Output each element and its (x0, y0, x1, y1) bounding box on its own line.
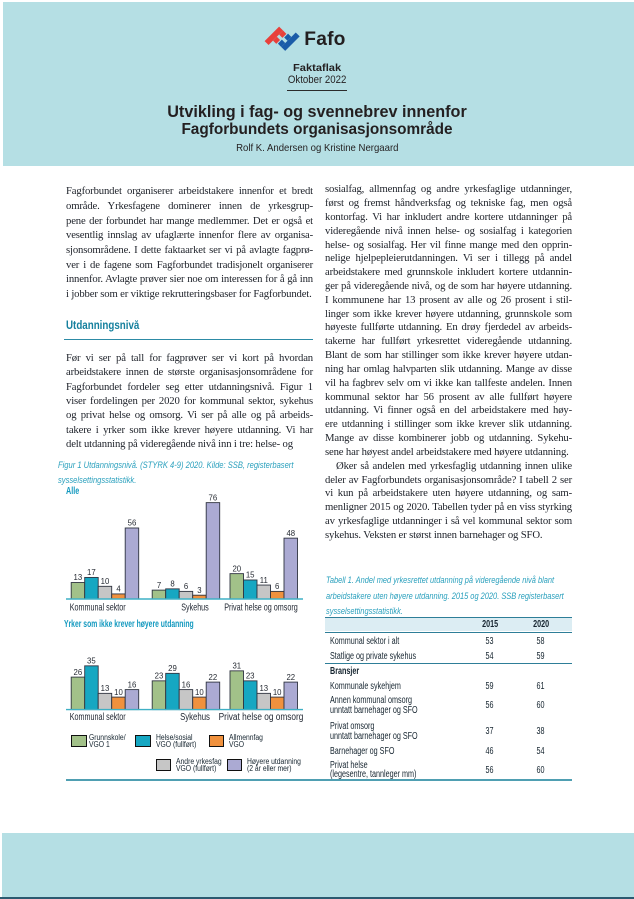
svg-text:16: 16 (128, 680, 137, 689)
svg-text:3: 3 (197, 586, 201, 595)
svg-text:17: 17 (87, 568, 96, 577)
svg-text:26: 26 (74, 668, 83, 677)
svg-text:Sykehus: Sykehus (180, 711, 210, 722)
svg-text:11: 11 (260, 576, 268, 585)
svg-text:8: 8 (170, 580, 174, 589)
svg-text:76: 76 (209, 493, 218, 502)
svg-text:22: 22 (209, 673, 218, 682)
svg-text:16: 16 (182, 680, 191, 689)
svg-text:Kommunal sektor: Kommunal sektor (70, 601, 126, 612)
svg-text:4: 4 (116, 585, 121, 594)
svg-text:7: 7 (157, 581, 161, 590)
svg-text:23: 23 (155, 672, 164, 681)
svg-text:10: 10 (195, 688, 204, 697)
svg-text:56: 56 (128, 519, 137, 528)
svg-text:31: 31 (232, 662, 241, 671)
svg-text:35: 35 (87, 657, 96, 666)
svg-text:Kommunal sektor: Kommunal sektor (70, 711, 126, 722)
svg-text:Privat helse og omsorg: Privat helse og omsorg (219, 712, 304, 723)
svg-text:29: 29 (168, 664, 177, 673)
svg-text:6: 6 (275, 582, 279, 591)
svg-text:10: 10 (273, 688, 282, 697)
svg-text:13: 13 (101, 684, 110, 693)
svg-text:22: 22 (286, 673, 295, 682)
svg-text:Sykehus: Sykehus (181, 601, 209, 612)
svg-text:48: 48 (286, 529, 295, 538)
svg-text:23: 23 (246, 672, 255, 681)
svg-text:15: 15 (246, 571, 255, 580)
svg-text:13: 13 (259, 684, 268, 693)
svg-text:6: 6 (184, 582, 188, 591)
svg-text:10: 10 (101, 577, 110, 586)
svg-text:Privat helse og omsorg: Privat helse og omsorg (224, 601, 298, 612)
svg-text:10: 10 (114, 688, 123, 697)
svg-text:13: 13 (74, 573, 83, 582)
svg-text:20: 20 (232, 564, 241, 573)
